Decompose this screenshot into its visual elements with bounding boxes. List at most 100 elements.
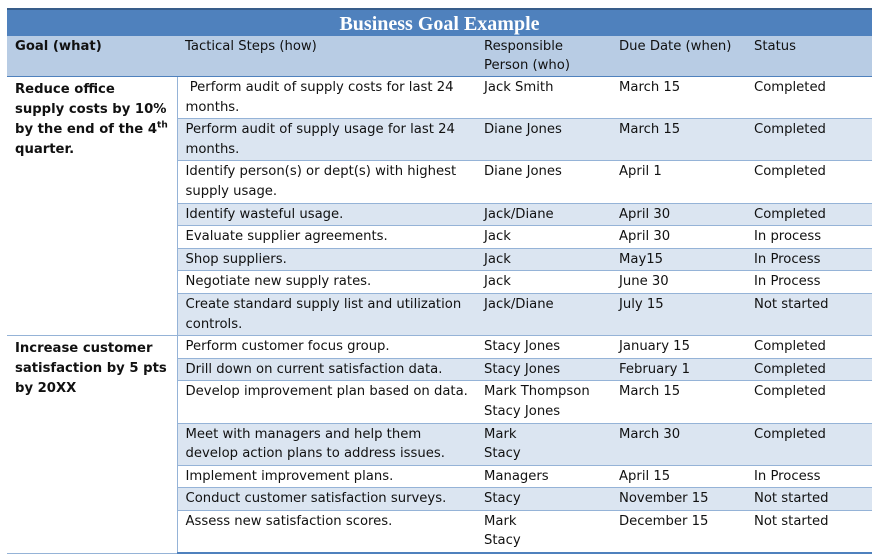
header-steps: Tactical Steps (how) <box>177 36 476 77</box>
header-person-line: Person (who) <box>484 58 571 73</box>
due-date-cell: January 15 <box>611 335 746 359</box>
table-row: Reduce office supply costs by 10% by the… <box>7 75 872 337</box>
header-row: Goal (what) Tactical Steps (how) Respons… <box>7 36 872 77</box>
due-date-cell: April 30 <box>611 225 746 249</box>
due-date-cell: February 1 <box>611 357 746 382</box>
step-cell: Drill down on current satisfaction data. <box>177 357 476 382</box>
status-cell: Not started <box>746 292 872 337</box>
goal-text-end: quarter. <box>15 142 75 157</box>
due-date-cell: April 1 <box>611 160 746 204</box>
person-cell: Jack/Diane <box>476 292 611 337</box>
header-person-line: Responsible <box>484 39 564 54</box>
person-cell: Stacy <box>476 487 611 511</box>
person-cell: Jack <box>476 270 611 294</box>
goal-table: Goal (what) Tactical Steps (how) Respons… <box>7 36 872 554</box>
step-cell: Conduct customer satisfaction surveys. <box>177 487 476 511</box>
status-cell: Completed <box>746 118 872 162</box>
person-cell: Jack <box>476 225 611 249</box>
status-cell: In Process <box>746 247 872 272</box>
table-row: Increase customer satisfaction by 5 pts … <box>7 335 872 554</box>
step-cell: Perform customer focus group. <box>177 335 476 359</box>
step-cell: Evaluate supplier agreements. <box>177 225 476 249</box>
header-person: Responsible Person (who) <box>476 36 611 77</box>
person-cell: Stacy Jones <box>476 335 611 359</box>
table-row: Meet with managers and help them develop… <box>7 422 872 466</box>
person-name: Diane Jones <box>484 122 562 138</box>
header-goal: Goal (what) <box>7 36 177 77</box>
due-date-cell: March 15 <box>611 118 746 162</box>
due-date-cell: April 30 <box>611 202 746 227</box>
person-name: Jack/Diane <box>484 206 554 222</box>
due-date-cell: March 30 <box>611 422 746 466</box>
step-cell: Perform audit of supply usage for last 2… <box>177 118 476 162</box>
status-cell: Completed <box>746 357 872 382</box>
table-row: Drill down on current satisfaction data.… <box>7 357 872 382</box>
step-cell: Create standard supply list and utilizat… <box>177 292 476 337</box>
status-cell: Not started <box>746 487 872 511</box>
status-cell: Completed <box>746 202 872 227</box>
step-cell: Develop improvement plan based on data. <box>177 380 476 424</box>
document-title: Business Goal Example <box>7 8 872 36</box>
due-date-cell: March 15 <box>611 75 746 120</box>
goal-group-1: Reduce office supply costs by 10% by the… <box>7 75 872 337</box>
person-name: Mark <box>484 513 517 529</box>
person-name: Jack/Diane <box>484 296 554 312</box>
step-cell: Identify person(s) or dept(s) with highe… <box>177 160 476 204</box>
goal-group-2: Increase customer satisfaction by 5 pts … <box>7 335 872 554</box>
status-cell: Completed <box>746 335 872 359</box>
person-cell: Stacy Jones <box>476 357 611 382</box>
person-name: Jack <box>484 229 511 245</box>
table-row: Evaluate supplier agreements. Jack April 3… <box>7 225 872 249</box>
due-date-cell: May15 <box>611 247 746 272</box>
person-name: Stacy <box>484 446 521 462</box>
status-cell: Completed <box>746 75 872 120</box>
person-cell: Mark Stacy <box>476 422 611 466</box>
step-cell: Assess new satisfaction scores. <box>177 509 476 554</box>
goal-superscript: th <box>157 120 168 131</box>
status-cell: Completed <box>746 422 872 466</box>
person-cell: Diane Jones <box>476 118 611 162</box>
status-cell: Not started <box>746 509 872 554</box>
person-name: Stacy <box>484 491 521 507</box>
person-name: Stacy <box>484 533 521 549</box>
person-cell: Jack Smith <box>476 75 611 120</box>
due-date-cell: March 15 <box>611 380 746 424</box>
table-row: Develop improvement plan based on data. M… <box>7 380 872 424</box>
goal-document: Business Goal Example Goal (what) Tactic… <box>7 8 872 554</box>
goal-cell: Increase customer satisfaction by 5 pts … <box>7 335 178 554</box>
table-row: Perform audit of supply usage for last 2… <box>7 118 872 162</box>
status-cell: Completed <box>746 160 872 204</box>
person-name: Stacy Jones <box>484 403 561 419</box>
table-row: Identify person(s) or dept(s) with highe… <box>7 160 872 204</box>
person-cell: Managers <box>476 464 611 489</box>
step-cell: Meet with managers and help them develop… <box>177 422 476 466</box>
person-cell: Diane Jones <box>476 160 611 204</box>
header-date: Due Date (when) <box>611 36 746 77</box>
person-name: Managers <box>484 468 549 484</box>
status-cell: Completed <box>746 380 872 424</box>
status-cell: In Process <box>746 270 872 294</box>
step-cell: Shop suppliers. <box>177 247 476 272</box>
due-date-cell: November 15 <box>611 487 746 511</box>
goal-text: Reduce office supply costs by 10% by the… <box>15 82 167 137</box>
table-row: Negotiate new supply rates. Jack June 30 In… <box>7 270 872 294</box>
step-cell: Identify wasteful usage. <box>177 202 476 227</box>
person-cell: Mark Stacy <box>476 509 611 554</box>
person-name: Mark <box>484 426 517 442</box>
person-name: Jack <box>484 251 511 267</box>
person-cell: Jack <box>476 247 611 272</box>
person-name: Stacy Jones <box>484 361 561 377</box>
person-cell: Jack/Diane <box>476 202 611 227</box>
goal-cell: Reduce office supply costs by 10% by the… <box>7 75 178 337</box>
due-date-cell: July 15 <box>611 292 746 337</box>
person-name: Jack <box>484 274 511 290</box>
table-row: Shop suppliers. Jack May15 In Process <box>7 247 872 272</box>
due-date-cell: April 15 <box>611 464 746 489</box>
step-cell: Implement improvement plans. <box>177 464 476 489</box>
person-name: Mark Thompson <box>484 384 590 400</box>
person-cell: Mark Thompson Stacy Jones <box>476 380 611 424</box>
table-row: Create standard supply list and utilizat… <box>7 292 872 337</box>
due-date-cell: December 15 <box>611 509 746 554</box>
table-row: Identify wasteful usage. Jack/Diane April … <box>7 202 872 227</box>
status-cell: In Process <box>746 464 872 489</box>
